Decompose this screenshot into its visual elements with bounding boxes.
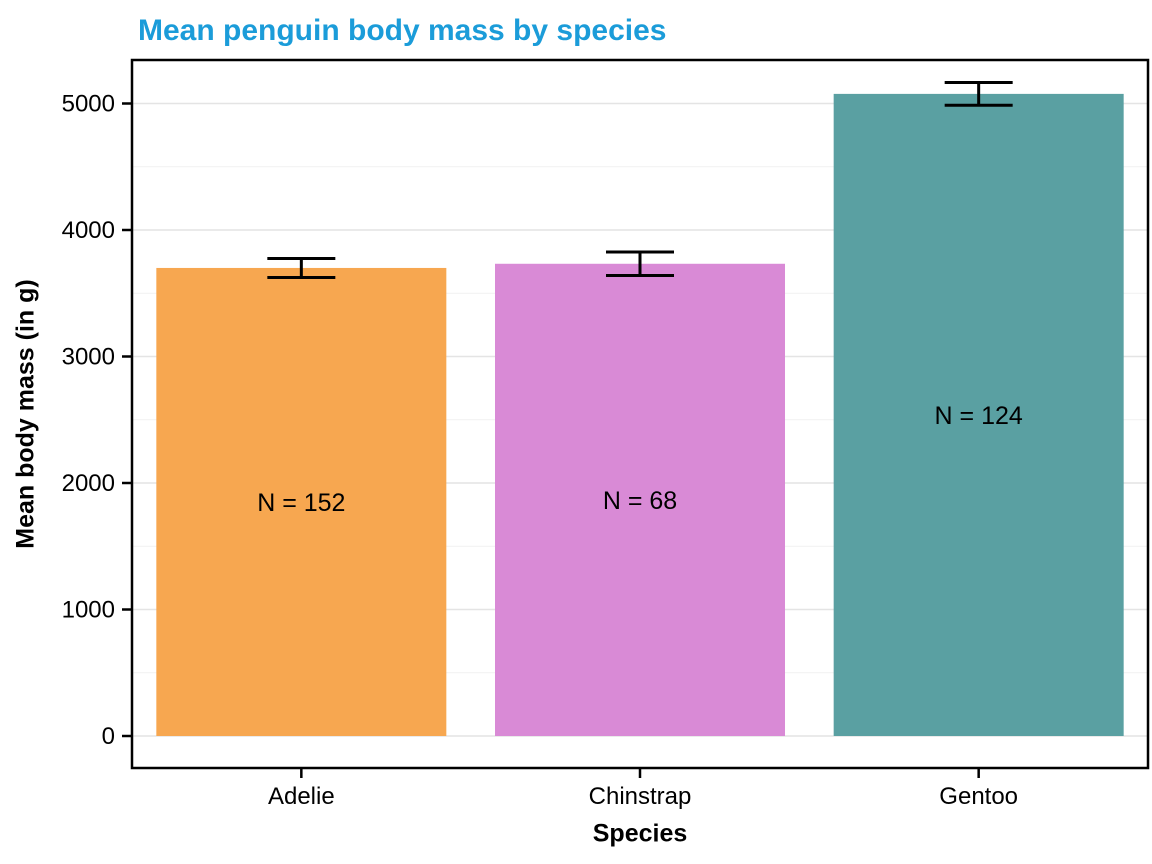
y-tick-label: 1000: [62, 597, 115, 624]
x-axis-title: Species: [592, 819, 688, 848]
bar-chinstrap: [495, 263, 785, 736]
bar-gentoo: [833, 93, 1124, 737]
bar-label-adelie: N = 152: [257, 489, 345, 517]
y-axis-title: Mean body mass (in g): [11, 279, 40, 549]
y-tick-label: 0: [102, 723, 115, 750]
bar-label-gentoo: N = 124: [935, 402, 1023, 430]
y-tick-label: 5000: [62, 91, 115, 118]
bar-adelie: [156, 267, 447, 736]
y-tick-label: 4000: [62, 217, 115, 244]
y-tick-label: 2000: [62, 470, 115, 497]
bar-label-chinstrap: N = 68: [603, 487, 677, 515]
x-tick-label-chinstrap: Chinstrap: [589, 783, 692, 810]
chart-title: Mean penguin body mass by species: [138, 14, 667, 47]
x-tick-label-gentoo: Gentoo: [939, 783, 1018, 810]
y-tick-label: 3000: [62, 344, 115, 371]
x-tick-label-adelie: Adelie: [268, 783, 335, 810]
